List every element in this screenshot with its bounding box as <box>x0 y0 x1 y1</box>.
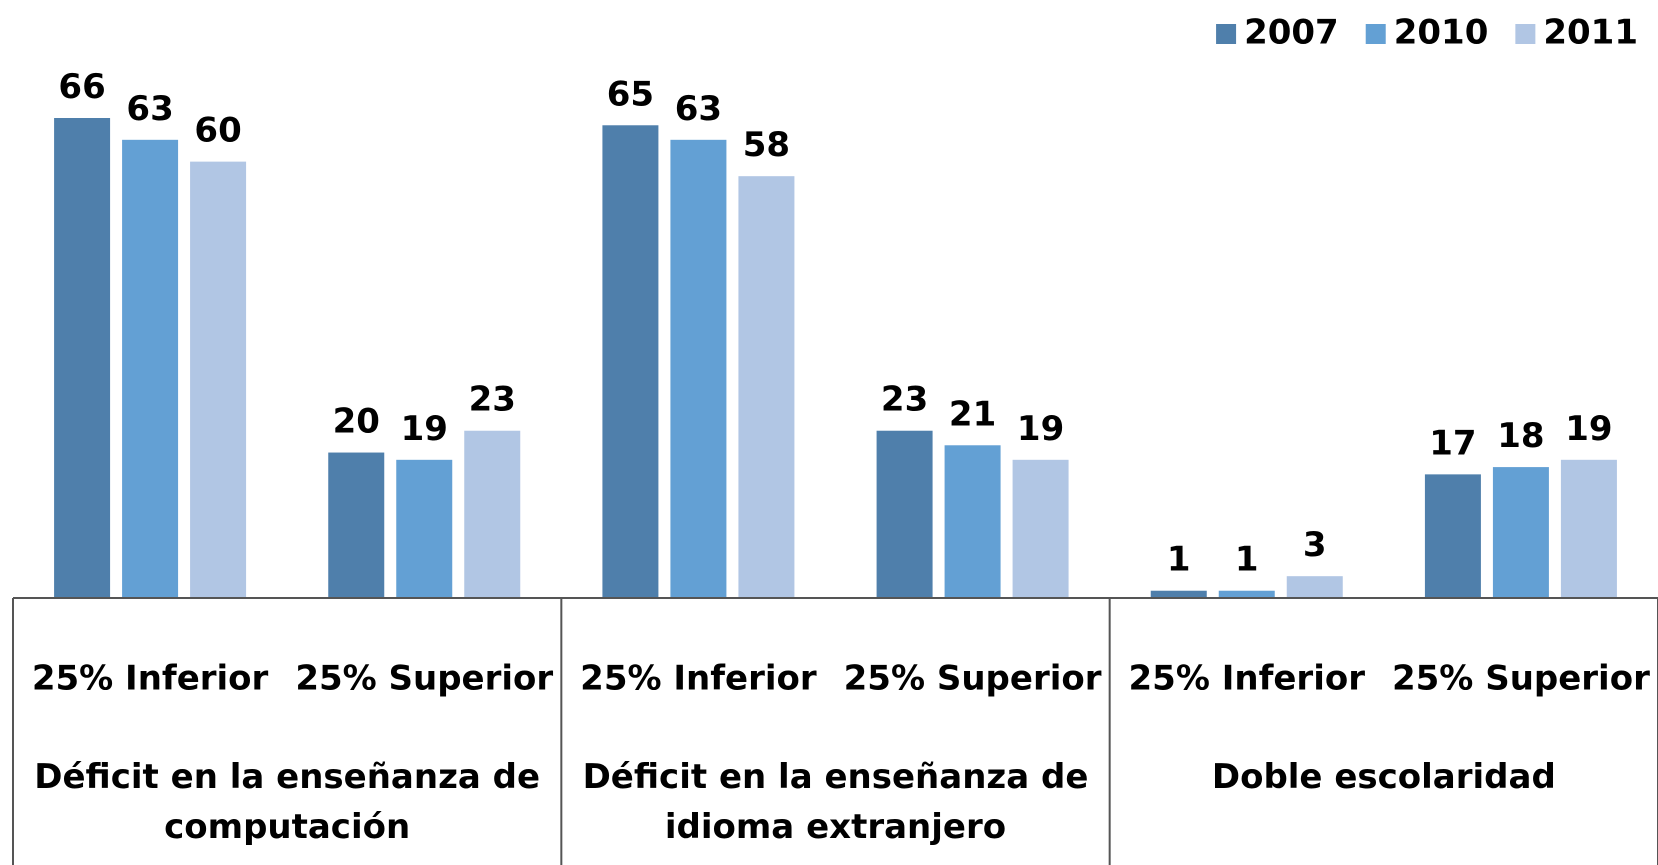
data-label: 21 <box>949 394 996 434</box>
bar <box>396 459 453 598</box>
data-label: 3 <box>1303 525 1327 565</box>
data-label: 60 <box>194 111 241 151</box>
bar <box>1286 576 1343 598</box>
legend-swatch <box>1365 24 1386 44</box>
bar <box>1218 590 1275 598</box>
data-label: 23 <box>881 380 928 420</box>
data-label: 65 <box>607 74 654 114</box>
group-label: Déficit en la enseñanza de idioma extran… <box>582 757 1089 847</box>
legend-swatch <box>1216 24 1237 44</box>
x-tick-label: 25% Superior <box>1392 659 1650 699</box>
bar <box>944 445 1001 598</box>
x-tick-label: 25% Superior <box>295 659 553 699</box>
legend-label: 2011 <box>1543 13 1638 53</box>
data-label: 19 <box>1565 409 1612 449</box>
data-label: 20 <box>333 402 380 442</box>
x-tick-label: 25% Superior <box>844 659 1102 699</box>
legend-label: 2007 <box>1244 13 1339 53</box>
bar <box>1492 467 1549 598</box>
bar <box>1560 459 1617 598</box>
bar <box>190 161 247 599</box>
data-label: 1 <box>1167 540 1191 580</box>
data-label: 63 <box>126 89 173 129</box>
data-label: 63 <box>675 89 722 129</box>
data-label: 1 <box>1235 540 1259 580</box>
legend-label: 2010 <box>1394 13 1489 53</box>
legend-swatch <box>1515 24 1536 44</box>
group-label: Doble escolaridad <box>1211 757 1556 797</box>
bar <box>54 118 111 598</box>
x-tick-label: 25% Inferior <box>580 659 817 699</box>
bar <box>328 452 385 598</box>
bar <box>464 430 521 598</box>
bar <box>122 139 179 598</box>
data-label: 66 <box>58 67 105 107</box>
bar <box>876 430 933 598</box>
data-label: 19 <box>401 409 448 449</box>
data-label: 58 <box>743 125 790 165</box>
bar <box>670 139 727 598</box>
bar <box>602 125 659 598</box>
data-label: 18 <box>1497 416 1544 456</box>
bar <box>1424 474 1481 598</box>
bar <box>1150 590 1207 598</box>
x-tick-label: 25% Inferior <box>1129 659 1366 699</box>
bar <box>738 176 795 598</box>
data-label: 17 <box>1429 423 1476 463</box>
data-label: 19 <box>1017 409 1064 449</box>
x-tick-label: 25% Inferior <box>32 659 269 699</box>
group-label: Déficit en la enseñanza de computación <box>34 757 541 847</box>
data-label: 23 <box>469 380 516 420</box>
bar <box>1012 459 1069 598</box>
